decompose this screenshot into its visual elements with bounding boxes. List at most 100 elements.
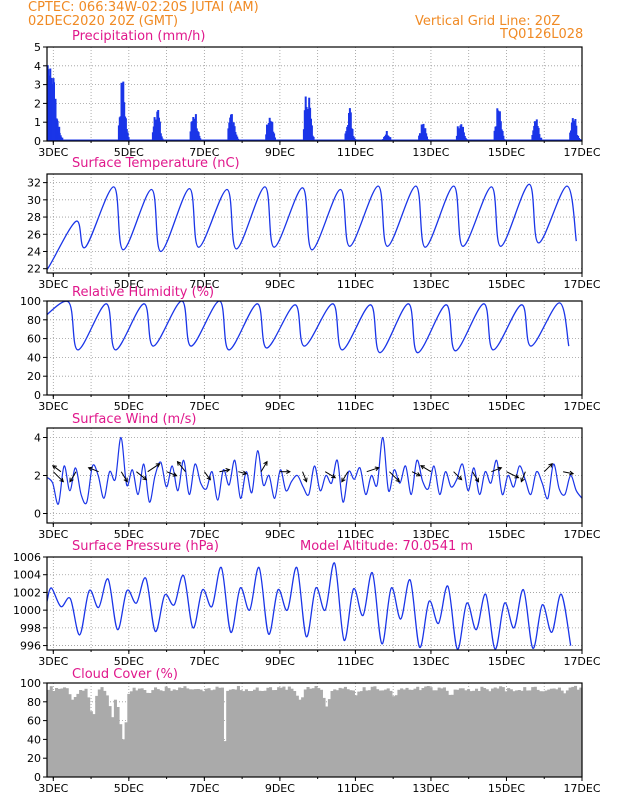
cloud-bar — [539, 691, 543, 777]
pres-annotation: Model Altitude: 70.0541 m — [300, 539, 473, 554]
cloud-bar — [400, 688, 404, 777]
pres-xtick-label: 9DEC — [265, 655, 295, 668]
cloud-bar — [212, 689, 216, 777]
panel-pres: Surface Pressure (hPa) Model Altitude: 70… — [13, 539, 601, 668]
cloud-bar — [394, 695, 398, 777]
cloud-bar — [434, 690, 438, 777]
wind-arrow-head — [416, 472, 421, 477]
cloud-title: Cloud Cover (%) — [72, 667, 178, 682]
wind-arrow — [88, 467, 99, 473]
pres-ytick-label: 996 — [20, 640, 41, 653]
cloud-bar — [159, 690, 163, 777]
precip-ytick-label: 1 — [34, 116, 41, 129]
cloud-bar — [531, 687, 535, 777]
cloud-bar — [552, 688, 556, 777]
cloud-bar — [376, 689, 380, 777]
panel-rh: Relative Humidity (%) 0 20 40 60 80 100 3DEC 5DE… — [20, 285, 601, 413]
wind-arrow — [302, 471, 308, 482]
rh-plot-area — [47, 301, 570, 354]
cloud-bar — [172, 689, 176, 777]
temp-plot-area — [47, 183, 577, 271]
cloud-bar — [271, 690, 275, 777]
temp-ytick-label: 24 — [27, 245, 41, 258]
cloud-bar — [218, 687, 222, 777]
cloud-bar — [164, 686, 168, 777]
cloud-bar — [327, 699, 331, 777]
cloud-bar — [105, 695, 109, 777]
temp-xtick-label: 9DEC — [265, 278, 295, 291]
precip-bar — [158, 121, 161, 141]
cloud-bar — [100, 687, 104, 777]
cloud-bar — [440, 688, 444, 777]
cloud-bar — [253, 689, 257, 777]
cloud-bar — [568, 687, 572, 777]
cloud-bar — [504, 691, 508, 777]
cloud-bar — [456, 689, 460, 777]
precip-title: Precipitation (mm/h) — [72, 29, 205, 44]
precip-xtick-label: 3DEC — [38, 146, 68, 159]
cloud-bar — [386, 688, 390, 777]
cloud-bar — [453, 689, 457, 777]
rh-ytick-label: 40 — [27, 351, 41, 364]
cloud-bar — [565, 690, 569, 777]
cloud-bar — [215, 686, 219, 777]
rh-xtick-label: 13DEC — [412, 400, 449, 413]
cloud-bar — [571, 686, 575, 777]
cloud-frame — [46, 682, 583, 778]
precip-xtick-label: 15DEC — [488, 146, 525, 159]
panel-cloud: Cloud Cover (%) 0 20 40 60 80 100 3DEC 5DEC 7DEC 9… — [20, 667, 601, 795]
precip-bar — [349, 112, 352, 141]
cloud-bar — [154, 687, 158, 777]
cloud-bar — [472, 690, 476, 777]
cloud-bar — [87, 697, 91, 777]
cloud-bar — [346, 689, 350, 777]
cloud-bar — [170, 690, 174, 777]
rh-xtick-label: 11DEC — [337, 400, 374, 413]
cloud-bar — [424, 686, 428, 777]
cloud-bar — [290, 688, 294, 777]
cloud-bar — [410, 689, 414, 777]
rh-xtick-label: 15DEC — [488, 400, 525, 413]
cloud-bar — [416, 686, 420, 777]
pres-xtick-label: 17DEC — [563, 655, 600, 668]
precip-bar — [41, 117, 43, 141]
cloud-bar — [560, 690, 564, 777]
cloud-bar — [408, 689, 412, 777]
precip-bar — [538, 134, 541, 141]
cloud-bar — [234, 689, 238, 777]
precip-frame — [46, 46, 583, 142]
cloud-bar — [458, 688, 462, 777]
wind-arrow-head — [142, 475, 148, 481]
temp-xtick-label: 13DEC — [412, 278, 449, 291]
precip-bar — [127, 137, 130, 141]
temp-xtick-label: 17DEC — [563, 278, 600, 291]
cloud-bar — [220, 687, 224, 777]
wind-xtick-label: 7DEC — [189, 528, 219, 541]
precip-plot-area — [41, 65, 582, 141]
cloud-bar — [79, 690, 83, 777]
cloud-bar — [392, 696, 396, 777]
rh-ytick-label: 60 — [27, 333, 41, 346]
pres-ytick-label: 1000 — [13, 604, 41, 617]
cloud-xtick-label: 13DEC — [412, 782, 449, 795]
header-grid-line: Vertical Grid Line: 20Z — [415, 14, 561, 29]
cloud-bar — [111, 717, 115, 777]
precip-ytick-label: 2 — [34, 97, 41, 110]
cloud-bar — [223, 741, 227, 777]
wind-arrow — [260, 461, 268, 472]
cloud-bar — [464, 690, 468, 777]
cloud-bar — [405, 687, 409, 777]
wind-arrow — [543, 463, 553, 473]
wind-arrow-head — [374, 466, 380, 471]
cloud-bar — [563, 693, 567, 777]
cloud-bar — [92, 714, 96, 777]
cloud-bar — [576, 689, 580, 777]
cloud-bar — [362, 687, 366, 777]
precip-ytick-label: 3 — [34, 79, 41, 92]
cloud-bar — [65, 688, 69, 777]
cloud-bar — [509, 689, 513, 777]
cloud-bar — [311, 688, 315, 777]
cloud-bar — [231, 689, 235, 777]
wind-arrow — [120, 471, 128, 482]
wind-ytick-label: 4 — [34, 432, 41, 445]
